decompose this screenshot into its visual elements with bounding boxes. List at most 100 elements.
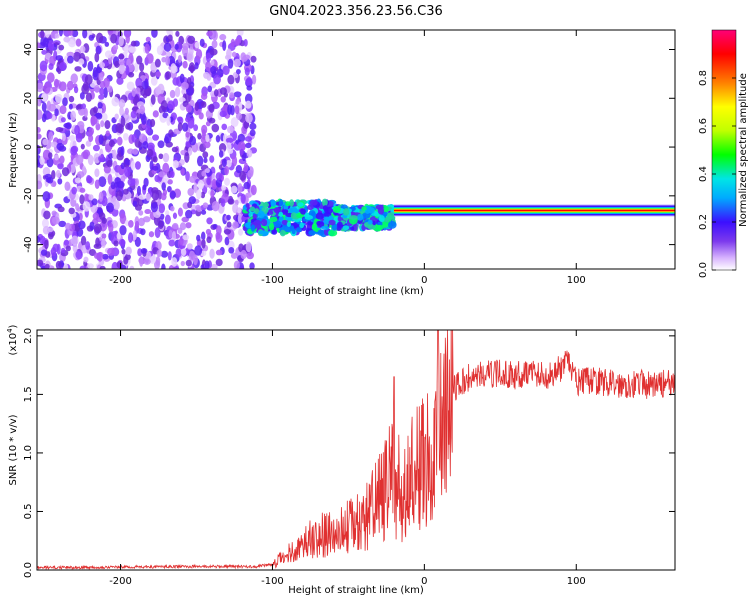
noise-blob [219,87,228,95]
noise-blob [70,110,76,121]
noise-blob [119,225,127,236]
noise-blob [123,188,129,195]
noise-blob [226,125,235,134]
noise-blob [136,185,141,197]
noise-blob [133,62,139,73]
noise-blob [246,85,253,91]
noise-blob [79,92,85,100]
signal-blob [309,199,318,206]
noise-blob [61,132,66,142]
spectrogram-y-tick-label: -40 [23,236,34,252]
noise-blob [243,120,250,129]
noise-blob [37,235,41,244]
noise-blob [97,101,103,109]
noise-blob [98,134,104,145]
noise-blob [83,193,89,203]
snr-y-tick-label: 2.0 [23,328,34,344]
noise-blob [65,122,72,130]
colorbar-gradient [712,30,736,270]
noise-blob [237,183,243,194]
noise-blob [244,67,250,76]
noise-blob [95,45,102,55]
noise-blob [57,163,64,170]
noise-blob [99,265,106,269]
snr-multiplier-close: ) [8,324,19,328]
noise-blob [124,219,129,227]
signal-blob [269,210,274,215]
noise-blob [37,180,43,190]
noise-blob [136,55,143,65]
noise-blob [157,83,165,95]
noise-blob [169,190,176,199]
noise-blob [220,198,226,207]
noise-blob [221,185,226,191]
noise-blob [251,74,257,85]
noise-blob [115,190,123,202]
noise-blob [184,152,190,163]
noise-blob [112,44,119,51]
noise-blob [74,124,80,136]
noise-blob [187,147,193,156]
noise-blob [127,72,135,78]
noise-blob [200,209,207,215]
noise-blob [94,179,100,190]
noise-blob [152,110,159,118]
signal-blob [273,207,281,214]
noise-blob [40,249,48,256]
noise-blob [105,130,110,137]
noise-blob [153,259,161,269]
noise-blob [144,209,152,215]
noise-blob [249,122,257,130]
noise-blob [127,232,134,243]
noise-blob [95,237,100,248]
noise-blob [181,122,189,132]
noise-blob [54,108,59,117]
noise-blob [65,222,71,231]
noise-blob [200,191,206,199]
noise-blob [103,87,108,99]
noise-blob [63,239,70,246]
noise-blob [94,168,100,178]
noise-blob [158,203,166,214]
noise-blob [140,248,148,254]
colorbar-ticks: 0.0 0.2 0.4 0.6 0.8 [698,70,736,278]
noise-blob [150,202,159,213]
noise-blob [72,243,78,253]
noise-blob [235,98,240,105]
noise-blob [169,170,175,178]
noise-blob [59,105,67,115]
noise-blob [75,203,80,211]
noise-blob [110,181,116,190]
signal-blob [311,212,317,217]
noise-blob [172,222,179,230]
noise-blob [125,65,130,76]
noise-blob [245,76,253,87]
noise-blob [75,154,84,165]
noise-blob [50,31,56,39]
noise-blob [99,87,105,96]
noise-blob [108,222,114,233]
noise-blob [141,81,149,90]
noise-blob [159,213,165,220]
noise-blob [162,112,169,119]
noise-blob [63,36,71,43]
signal-blob [342,225,350,231]
noise-blob [215,258,223,267]
noise-blob [80,143,85,150]
noise-blob [174,86,181,98]
colorbar-tick-label: 0.2 [698,214,709,230]
noise-blob [209,155,215,163]
noise-blob [53,78,60,88]
noise-blob [99,212,106,220]
noise-blob [177,207,183,217]
noise-blob [141,114,147,125]
noise-blob [178,237,184,246]
noise-blob [235,68,241,75]
noise-blob [128,220,134,228]
noise-blob [89,221,95,231]
noise-blob [41,218,49,229]
noise-blob [60,117,66,123]
noise-blob [162,162,170,174]
signal-blob [308,230,316,236]
noise-blob [123,256,129,265]
